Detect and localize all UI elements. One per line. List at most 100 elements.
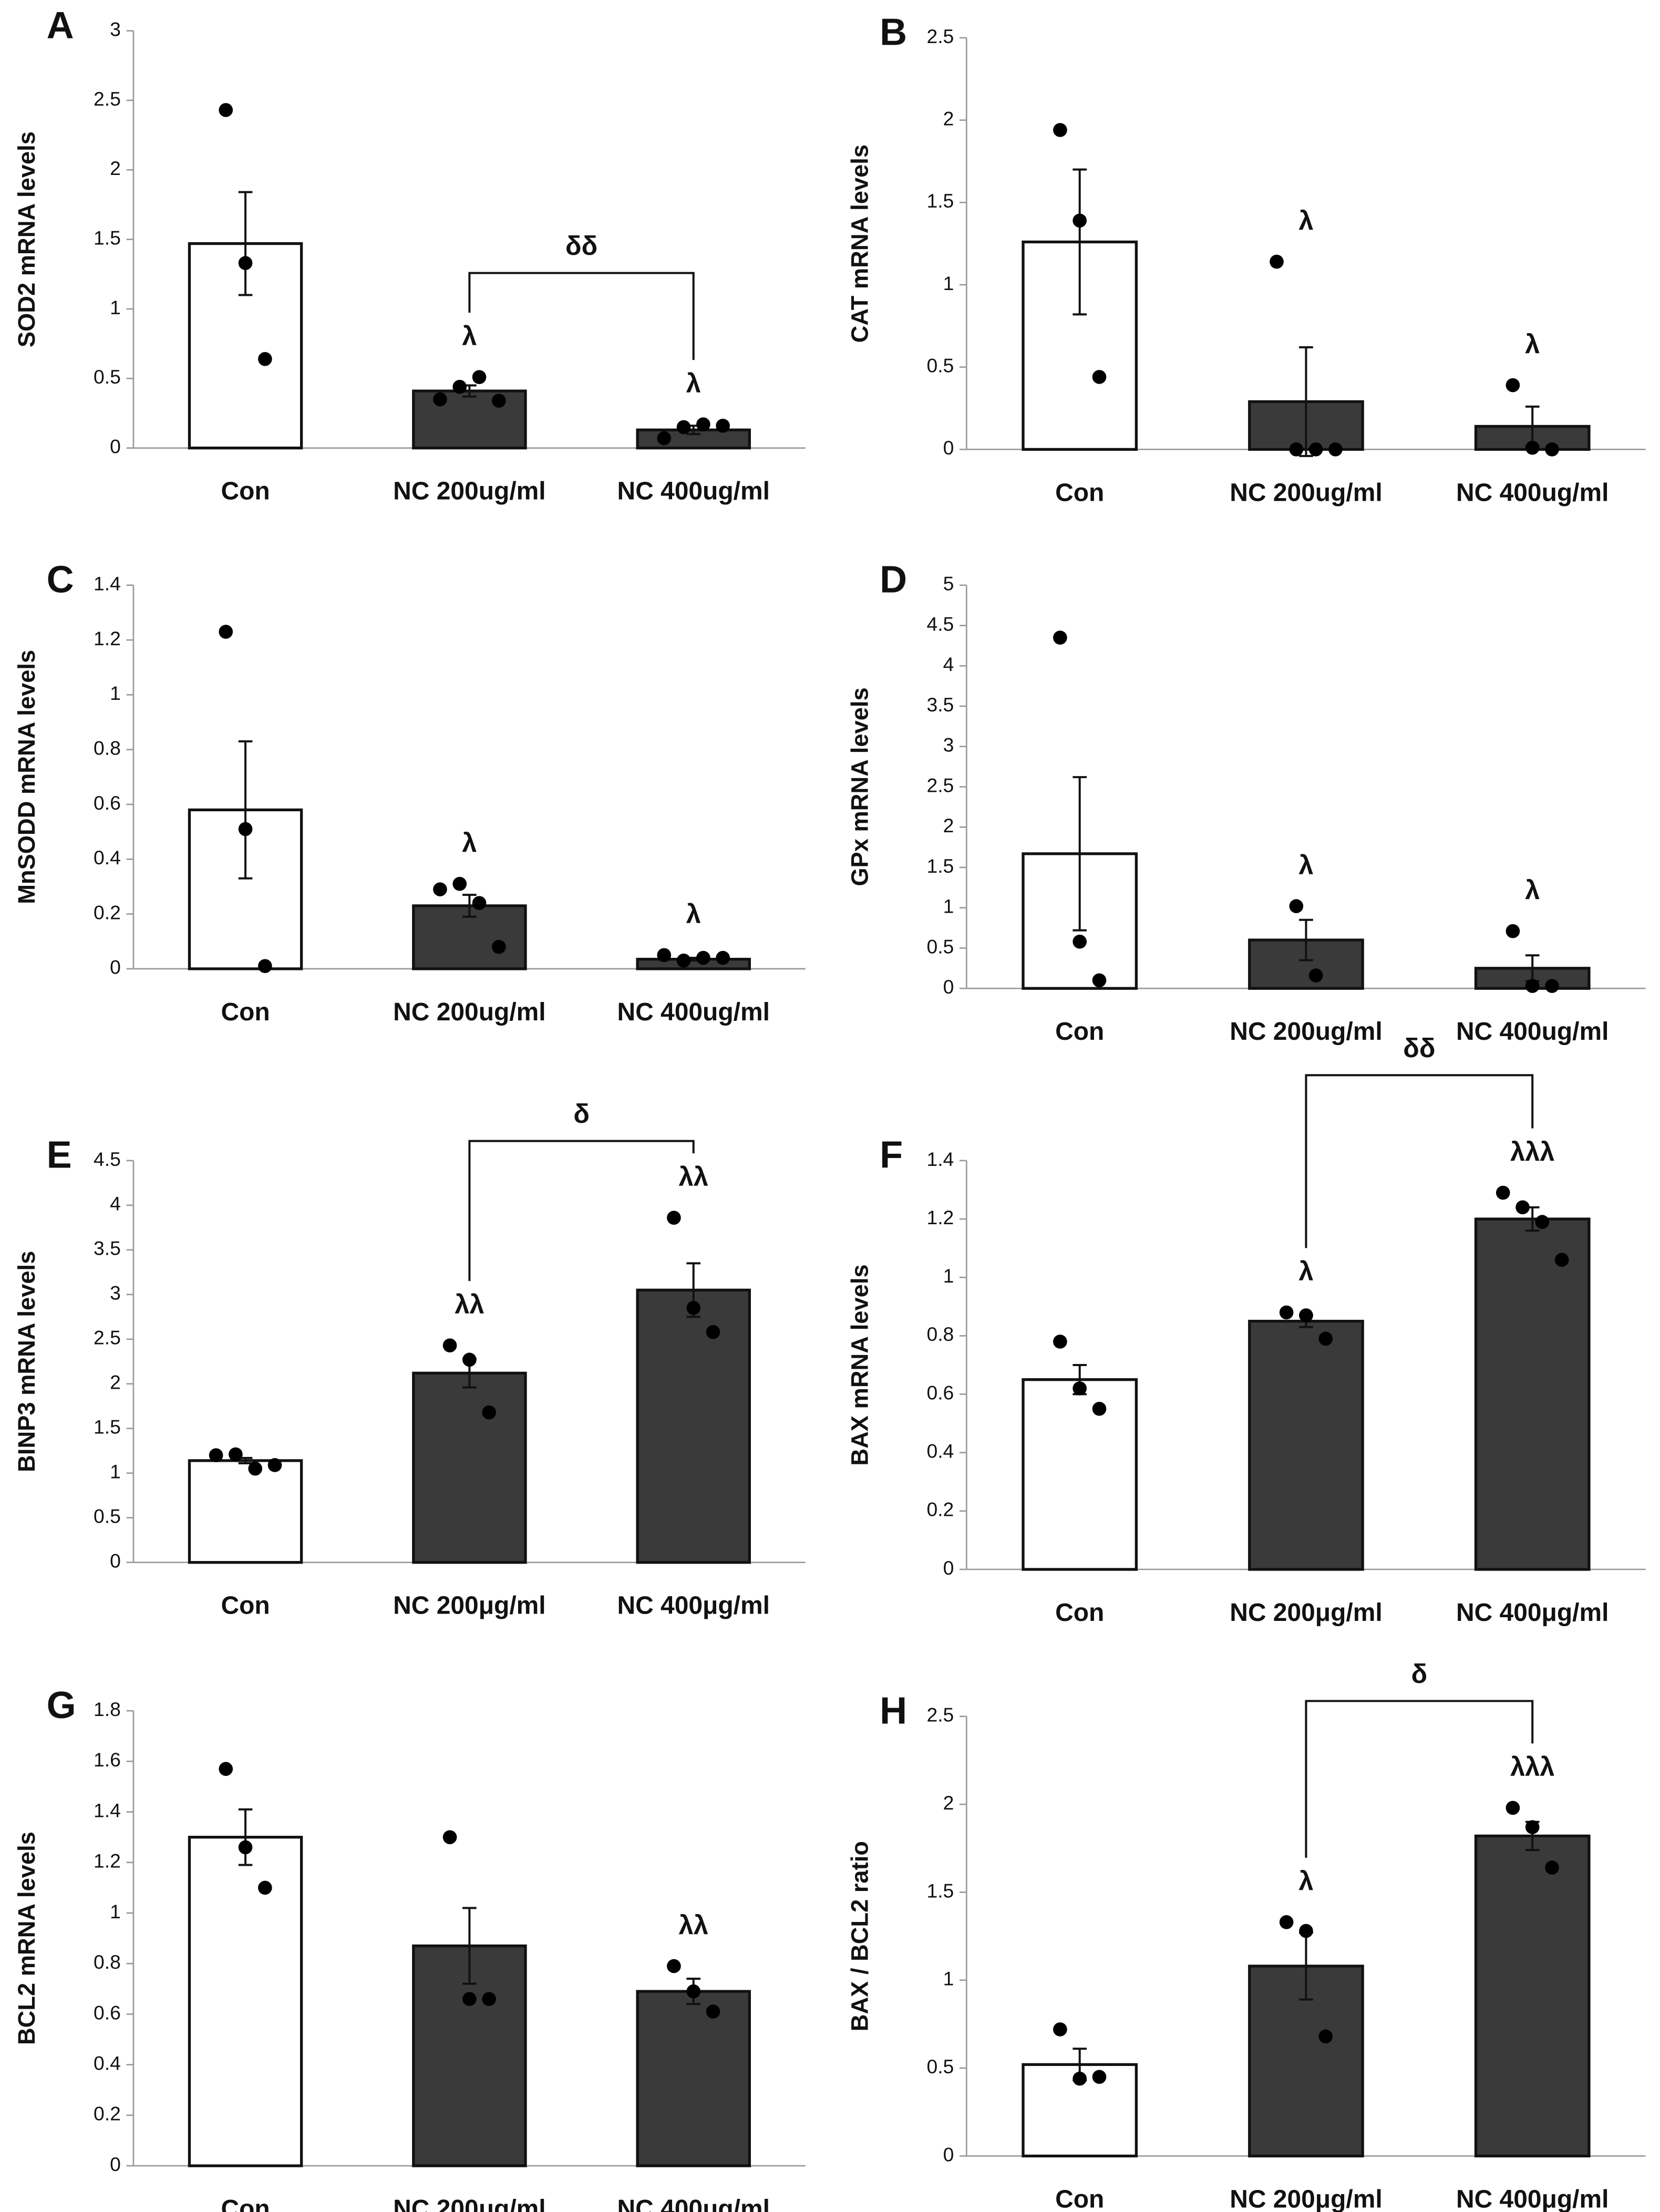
y-tick-label: 0.8 bbox=[94, 737, 121, 759]
x-tick-label: NC 400μg/ml bbox=[1456, 1599, 1609, 1627]
y-axis-label: MnSODD mRNA levels bbox=[13, 650, 40, 904]
y-tick-label: 3.5 bbox=[94, 1237, 121, 1259]
x-tick-label: NC 400μg/ml bbox=[1456, 2185, 1609, 2212]
y-tick-label: 0.5 bbox=[926, 2055, 954, 2077]
y-axis-label: BCL2 mRNA levels bbox=[13, 1832, 40, 2045]
bar bbox=[412, 389, 527, 450]
data-point bbox=[1318, 2029, 1333, 2044]
y-tick-label: 1.5 bbox=[94, 226, 121, 249]
x-tick-label: NC 400ug/ml bbox=[617, 478, 769, 505]
bar bbox=[1474, 1834, 1591, 2158]
data-point bbox=[1299, 1308, 1313, 1322]
significance: λ bbox=[1298, 850, 1313, 880]
data-point bbox=[686, 1300, 701, 1315]
data-point bbox=[1299, 1924, 1313, 1938]
data-point bbox=[1525, 440, 1540, 455]
error-bar bbox=[1299, 918, 1313, 962]
y-tick-label: 0.4 bbox=[94, 2052, 121, 2074]
x-tick-label: NC 400ug/ml bbox=[617, 998, 769, 1026]
data-point bbox=[676, 420, 691, 435]
y-tick-label: 1.4 bbox=[94, 1799, 121, 1821]
significance: λ bbox=[462, 321, 477, 350]
significance: λλλ bbox=[1510, 1136, 1554, 1166]
y-axis-label: CAT mRNA levels bbox=[846, 144, 873, 343]
significance: λ bbox=[462, 828, 477, 857]
bracket-label: δ bbox=[573, 1099, 590, 1129]
significance: λ bbox=[1525, 875, 1540, 905]
data-point bbox=[1308, 442, 1323, 457]
data-point bbox=[209, 1448, 223, 1463]
data-point bbox=[1328, 442, 1343, 457]
x-tick-label: Con bbox=[221, 2195, 270, 2212]
y-tick-label: 3 bbox=[110, 1282, 121, 1304]
y-tick-label: 2 bbox=[943, 1792, 954, 1814]
y-tick-label: 1 bbox=[943, 1265, 954, 1287]
y-tick-label: 2.5 bbox=[94, 88, 121, 110]
panel-label: D bbox=[880, 559, 907, 601]
x-tick-label: Con bbox=[1055, 479, 1104, 507]
y-tick-label: 2 bbox=[110, 157, 121, 179]
bracket-label: δ bbox=[1411, 1659, 1427, 1689]
x-tick-label: NC 200μg/ml bbox=[393, 1592, 546, 1620]
error-bar bbox=[1073, 776, 1087, 932]
data-point bbox=[452, 379, 467, 394]
bar bbox=[188, 1835, 303, 2167]
y-tick-label: 0.5 bbox=[94, 366, 121, 388]
data-point bbox=[667, 1211, 681, 1225]
bracket bbox=[468, 1140, 695, 1281]
data-point bbox=[219, 625, 233, 639]
x-tick-label: Con bbox=[221, 478, 270, 505]
y-tick-label: 0.5 bbox=[94, 1505, 121, 1527]
y-tick-label: 0 bbox=[943, 437, 954, 459]
bar bbox=[1248, 1319, 1364, 1571]
x-tick-label: NC 400μg/ml bbox=[617, 2195, 770, 2212]
significance: λλ bbox=[679, 1161, 708, 1191]
y-tick-label: 1.2 bbox=[94, 1850, 121, 1872]
x-tick-label: NC 200μg/ml bbox=[1230, 2185, 1383, 2212]
data-point bbox=[716, 950, 730, 965]
y-tick-label: 0.4 bbox=[926, 1440, 954, 1462]
y-tick-label: 1.4 bbox=[926, 1148, 954, 1170]
x-tick-label: NC 400ug/ml bbox=[1456, 1018, 1609, 1046]
data-point bbox=[716, 418, 730, 433]
error-bar bbox=[238, 191, 253, 296]
y-tick-label: 1 bbox=[943, 1968, 954, 1990]
y-axis-label: SOD2 mRNA levels bbox=[13, 131, 40, 347]
data-point bbox=[1289, 442, 1304, 457]
data-point bbox=[452, 876, 467, 891]
data-point bbox=[442, 1830, 457, 1844]
data-point bbox=[219, 103, 233, 117]
data-point bbox=[1053, 123, 1067, 137]
data-point bbox=[706, 1325, 720, 1339]
significance: λ bbox=[1298, 1256, 1313, 1286]
data-point bbox=[462, 1352, 477, 1367]
error-bar bbox=[462, 894, 477, 918]
data-point bbox=[1308, 968, 1323, 983]
y-tick-label: 1.5 bbox=[926, 1879, 954, 1901]
bar bbox=[412, 1371, 527, 1564]
data-point bbox=[1053, 2022, 1067, 2037]
data-point bbox=[1092, 1401, 1107, 1416]
y-tick-label: 0.2 bbox=[94, 2103, 121, 2125]
data-point bbox=[1073, 213, 1087, 228]
y-tick-label: 1 bbox=[110, 1900, 121, 1922]
y-tick-label: 3 bbox=[943, 734, 954, 756]
data-point bbox=[238, 1840, 253, 1855]
data-point bbox=[1525, 1820, 1540, 1834]
y-tick-label: 1.4 bbox=[94, 573, 121, 595]
data-point bbox=[1525, 979, 1540, 993]
y-axis-label: BINP3 mRNA levels bbox=[13, 1251, 40, 1472]
x-tick-label: Con bbox=[221, 1592, 270, 1620]
x-tick-label: Con bbox=[221, 998, 270, 1026]
y-tick-label: 3.5 bbox=[926, 694, 954, 716]
data-point bbox=[1270, 254, 1284, 269]
data-point bbox=[1506, 924, 1520, 938]
data-point bbox=[433, 882, 447, 896]
data-point bbox=[1092, 2070, 1107, 2084]
y-tick-label: 2.5 bbox=[926, 1704, 954, 1726]
data-point bbox=[472, 370, 487, 384]
y-tick-label: 0 bbox=[110, 956, 121, 978]
data-point bbox=[696, 950, 710, 965]
y-tick-label: 0 bbox=[943, 1557, 954, 1579]
